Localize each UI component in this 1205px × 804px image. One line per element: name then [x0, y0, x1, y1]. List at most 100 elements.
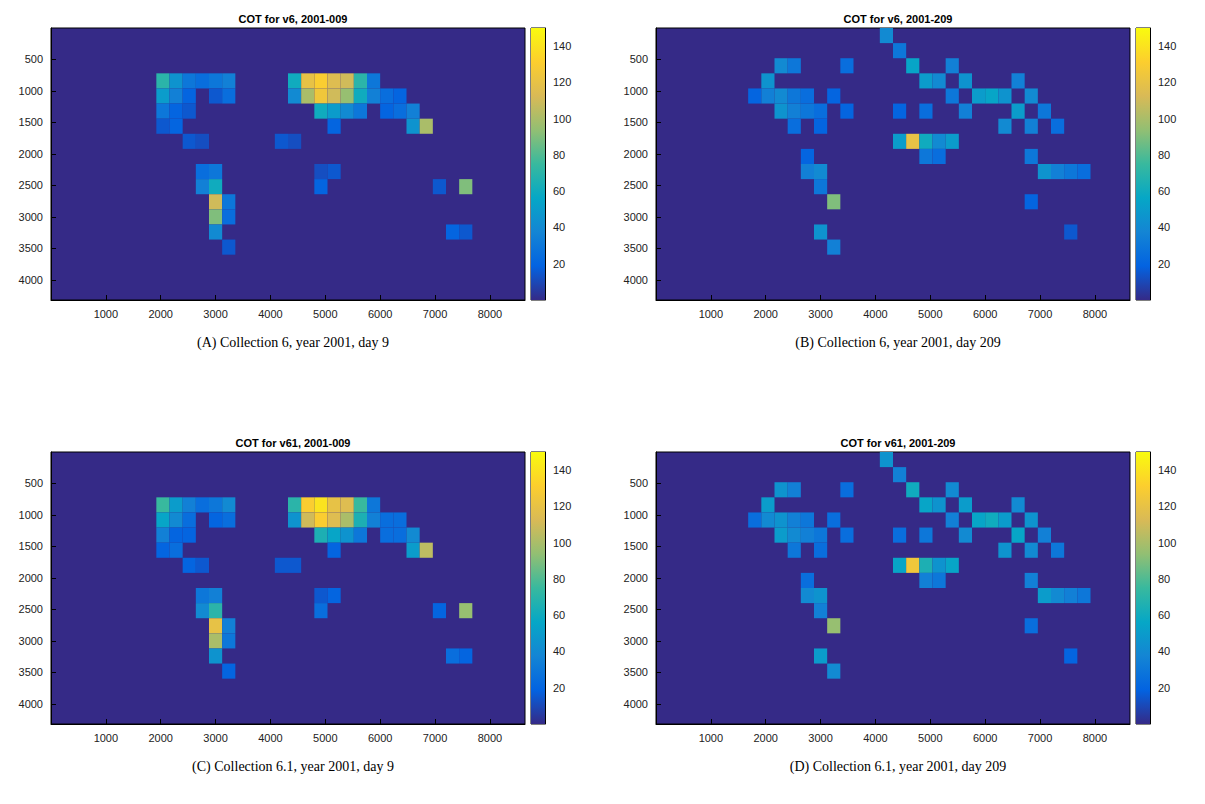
svg-text:120: 120: [1158, 500, 1176, 512]
svg-text:100: 100: [553, 113, 571, 125]
svg-text:(A) Collection 6, year 2001, d: (A) Collection 6, year 2001, day 9: [197, 335, 389, 351]
svg-text:4000: 4000: [19, 274, 43, 286]
svg-text:4000: 4000: [863, 732, 887, 744]
svg-text:3000: 3000: [203, 308, 227, 320]
svg-text:1000: 1000: [699, 308, 723, 320]
svg-text:1500: 1500: [624, 540, 648, 552]
svg-text:1500: 1500: [624, 116, 648, 128]
svg-text:5000: 5000: [313, 732, 337, 744]
svg-text:500: 500: [630, 477, 648, 489]
svg-text:2000: 2000: [753, 308, 777, 320]
svg-text:COT for v6, 2001-009: COT for v6, 2001-009: [239, 13, 348, 25]
svg-text:40: 40: [553, 221, 565, 233]
svg-text:500: 500: [25, 477, 43, 489]
svg-text:2000: 2000: [19, 148, 43, 160]
svg-text:40: 40: [1158, 645, 1170, 657]
svg-text:2000: 2000: [624, 572, 648, 584]
svg-text:4000: 4000: [258, 308, 282, 320]
svg-text:140: 140: [1158, 40, 1176, 52]
svg-text:5000: 5000: [313, 308, 337, 320]
svg-text:40: 40: [1158, 221, 1170, 233]
svg-text:1000: 1000: [624, 509, 648, 521]
svg-text:8000: 8000: [1083, 732, 1107, 744]
svg-text:3000: 3000: [203, 732, 227, 744]
svg-text:60: 60: [553, 185, 565, 197]
svg-text:2500: 2500: [19, 603, 43, 615]
svg-text:7000: 7000: [423, 732, 447, 744]
svg-text:3500: 3500: [19, 242, 43, 254]
svg-text:1000: 1000: [19, 85, 43, 97]
svg-text:60: 60: [1158, 185, 1170, 197]
svg-text:3500: 3500: [624, 242, 648, 254]
svg-text:COT for v61, 2001-209: COT for v61, 2001-209: [841, 437, 956, 449]
svg-text:8000: 8000: [478, 732, 502, 744]
svg-text:1000: 1000: [94, 732, 118, 744]
svg-text:8000: 8000: [478, 308, 502, 320]
svg-text:140: 140: [553, 464, 571, 476]
svg-text:100: 100: [553, 537, 571, 549]
svg-text:20: 20: [553, 258, 565, 270]
svg-text:3500: 3500: [19, 666, 43, 678]
svg-text:COT for v61, 2001-009: COT for v61, 2001-009: [236, 437, 351, 449]
svg-text:100: 100: [1158, 113, 1176, 125]
svg-text:3000: 3000: [808, 732, 832, 744]
svg-text:80: 80: [553, 573, 565, 585]
svg-text:2500: 2500: [19, 179, 43, 191]
svg-text:7000: 7000: [1028, 732, 1052, 744]
svg-text:2000: 2000: [148, 732, 172, 744]
svg-text:2500: 2500: [624, 603, 648, 615]
svg-text:3000: 3000: [624, 211, 648, 223]
svg-text:4000: 4000: [624, 274, 648, 286]
svg-text:3000: 3000: [808, 308, 832, 320]
svg-text:500: 500: [630, 53, 648, 65]
svg-text:80: 80: [553, 149, 565, 161]
svg-text:6000: 6000: [973, 732, 997, 744]
svg-text:(D) Collection 6.1, year 2001,: (D) Collection 6.1, year 2001, day 209: [790, 759, 1007, 775]
svg-text:6000: 6000: [368, 732, 392, 744]
svg-text:120: 120: [1158, 76, 1176, 88]
svg-text:120: 120: [553, 500, 571, 512]
svg-text:3000: 3000: [624, 635, 648, 647]
svg-text:20: 20: [1158, 682, 1170, 694]
svg-text:COT for v6, 2001-209: COT for v6, 2001-209: [844, 13, 953, 25]
svg-text:5000: 5000: [918, 308, 942, 320]
svg-text:80: 80: [1158, 149, 1170, 161]
svg-text:4000: 4000: [19, 698, 43, 710]
svg-text:100: 100: [1158, 537, 1176, 549]
svg-text:20: 20: [1158, 258, 1170, 270]
svg-text:2000: 2000: [624, 148, 648, 160]
svg-text:4000: 4000: [624, 698, 648, 710]
svg-text:6000: 6000: [973, 308, 997, 320]
svg-text:1000: 1000: [699, 732, 723, 744]
svg-text:3500: 3500: [624, 666, 648, 678]
svg-text:120: 120: [553, 76, 571, 88]
svg-text:1000: 1000: [94, 308, 118, 320]
svg-text:2000: 2000: [753, 732, 777, 744]
svg-text:140: 140: [1158, 464, 1176, 476]
svg-text:2000: 2000: [148, 308, 172, 320]
svg-text:1500: 1500: [19, 540, 43, 552]
svg-text:7000: 7000: [1028, 308, 1052, 320]
svg-text:4000: 4000: [863, 308, 887, 320]
svg-text:40: 40: [553, 645, 565, 657]
svg-text:1000: 1000: [19, 509, 43, 521]
svg-text:3000: 3000: [19, 211, 43, 223]
svg-text:(B) Collection 6, year 2001, d: (B) Collection 6, year 2001, day 209: [795, 335, 1000, 351]
svg-text:2000: 2000: [19, 572, 43, 584]
svg-text:60: 60: [1158, 609, 1170, 621]
svg-text:(C) Collection 6.1, year 2001,: (C) Collection 6.1, year 2001, day 9: [192, 759, 394, 775]
svg-text:7000: 7000: [423, 308, 447, 320]
svg-text:1000: 1000: [624, 85, 648, 97]
svg-text:8000: 8000: [1083, 308, 1107, 320]
svg-text:3000: 3000: [19, 635, 43, 647]
svg-text:80: 80: [1158, 573, 1170, 585]
svg-text:1500: 1500: [19, 116, 43, 128]
svg-text:6000: 6000: [368, 308, 392, 320]
svg-text:20: 20: [553, 682, 565, 694]
svg-text:60: 60: [553, 609, 565, 621]
svg-text:2500: 2500: [624, 179, 648, 191]
svg-text:5000: 5000: [918, 732, 942, 744]
svg-text:500: 500: [25, 53, 43, 65]
svg-text:140: 140: [553, 40, 571, 52]
svg-text:4000: 4000: [258, 732, 282, 744]
